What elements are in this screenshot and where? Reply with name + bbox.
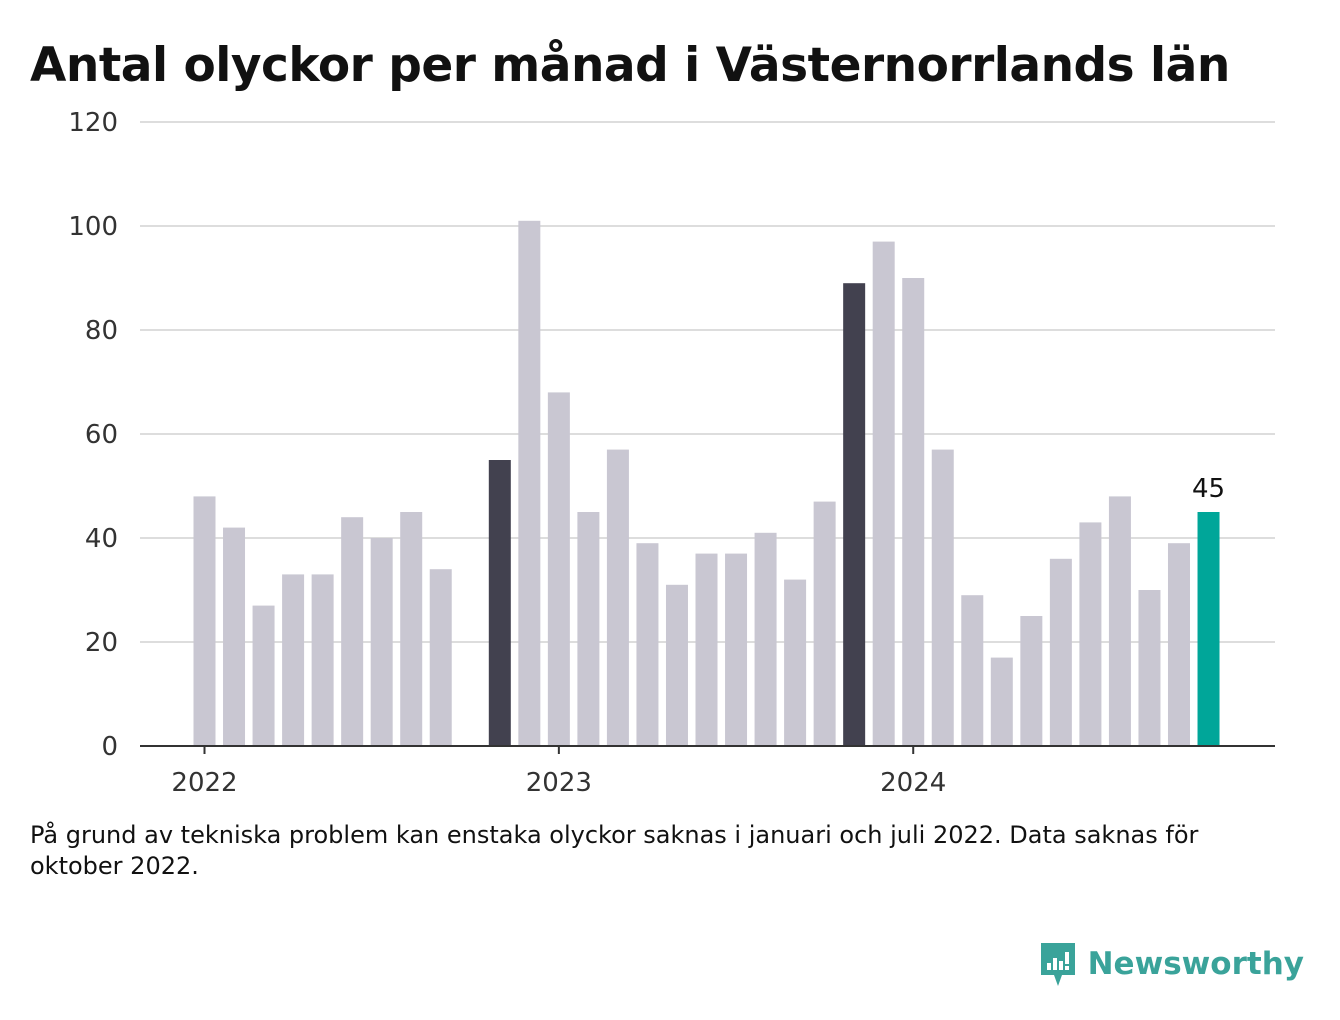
y-tick-label: 120 [68, 108, 118, 138]
bar [577, 512, 600, 746]
bar [784, 579, 807, 746]
bar [1167, 543, 1190, 746]
x-tick-label: 2023 [526, 768, 592, 798]
bar [252, 605, 275, 746]
bar [1138, 590, 1161, 746]
bar [341, 517, 364, 746]
bar [282, 574, 305, 746]
bar [1020, 616, 1043, 746]
y-tick-label: 20 [85, 628, 118, 658]
chart-title: Antal olyckor per månad i Västernorrland… [30, 38, 1230, 93]
y-tick-label: 80 [85, 316, 118, 346]
bar [990, 657, 1013, 746]
bar [223, 527, 246, 746]
bar [518, 220, 541, 747]
bar [872, 241, 895, 746]
bar [400, 512, 423, 746]
bar [636, 543, 659, 746]
bar [1108, 496, 1131, 746]
data-labels: 45 [1192, 474, 1225, 504]
bar [902, 278, 925, 746]
brand: Newsworthy [1038, 940, 1304, 988]
bar-highlighted [843, 283, 866, 746]
footnote: På grund av tekniska problem kan enstaka… [30, 821, 1199, 880]
bar [695, 553, 718, 746]
y-tick-label: 0 [101, 732, 118, 762]
bar [931, 449, 954, 746]
y-tick-label: 40 [85, 524, 118, 554]
bar-highlighted [488, 460, 511, 746]
bar-chart: 0 20 40 60 80 100 120 2022 2023 2024 45 [68, 108, 1275, 798]
bar [961, 595, 984, 746]
y-tick-label: 60 [85, 420, 118, 450]
bars [193, 220, 1220, 747]
bar [606, 449, 629, 746]
bar [429, 569, 452, 746]
y-axis-tick-labels: 0 20 40 60 80 100 120 [68, 108, 118, 762]
x-tick-label: 2022 [171, 768, 237, 798]
bar [665, 584, 688, 746]
bar [193, 496, 216, 746]
bar [311, 574, 334, 746]
x-axis-tick-labels: 2022 2023 2024 [171, 768, 946, 798]
brand-name: Newsworthy [1087, 946, 1304, 982]
bar [813, 501, 836, 746]
newsworthy-logo-icon [1040, 943, 1075, 986]
bar [725, 553, 748, 746]
x-axis [140, 745, 1275, 754]
bar [1079, 522, 1102, 746]
bar [1049, 558, 1072, 746]
data-label: 45 [1192, 474, 1225, 504]
bar-latest [1197, 512, 1220, 746]
y-tick-label: 100 [68, 212, 118, 242]
bar [547, 392, 570, 746]
bar [754, 532, 777, 746]
x-tick-label: 2024 [880, 768, 946, 798]
bar [370, 538, 393, 746]
